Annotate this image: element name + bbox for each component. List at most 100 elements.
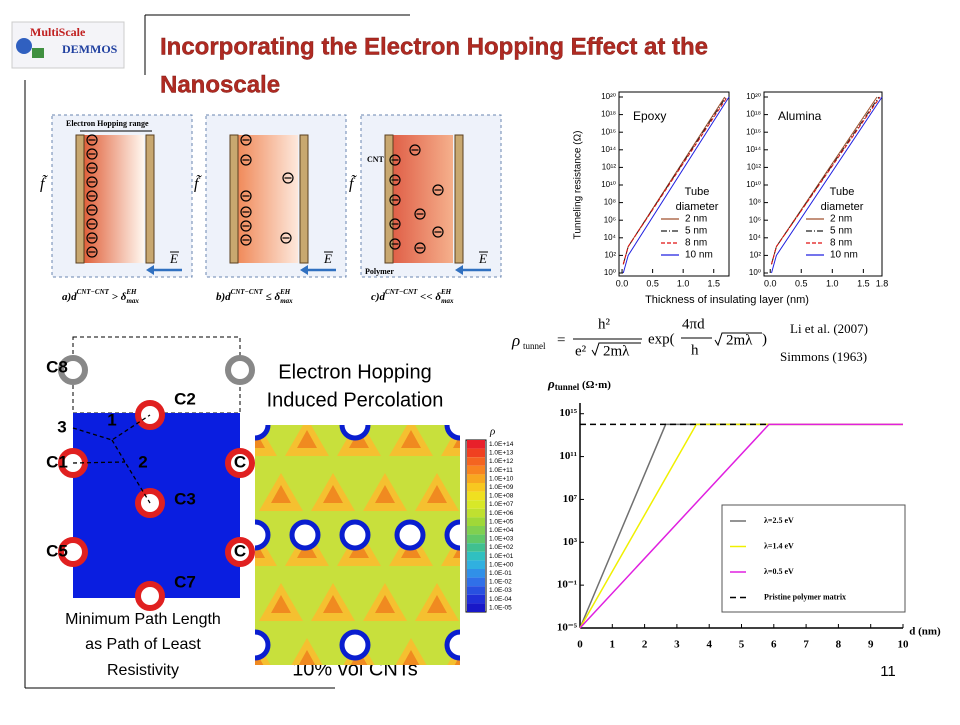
caption-part: ≤ δ (263, 291, 281, 303)
cnt-ring (58, 355, 88, 385)
plot-frame (763, 91, 883, 277)
node-label: 2 (138, 452, 147, 471)
data-line (771, 96, 881, 265)
electron (86, 246, 98, 258)
y-tick-label: 10²⁰ (746, 92, 761, 101)
cnt-ring (58, 537, 88, 567)
node-label: C2 (174, 389, 196, 408)
y-tick-label: 10² (749, 251, 761, 260)
x-tick-label: 10 (898, 639, 910, 651)
electron (389, 218, 401, 230)
data-line (622, 96, 727, 265)
contour-band (375, 595, 395, 613)
x-axis-label: d (nm) (909, 626, 941, 638)
legend-title: Tube (685, 186, 710, 198)
caption-part: CNT−CNT (77, 288, 110, 296)
caption-part: EH (440, 288, 452, 296)
x-tick-label: 7 (803, 639, 809, 651)
y-tick-label: 10¹⁸ (746, 110, 761, 119)
electron (280, 232, 292, 244)
legend-label: 2 nm (685, 214, 707, 225)
data-line (771, 96, 883, 274)
formula-text: 4πd (682, 316, 705, 332)
node-label: 1 (107, 410, 116, 429)
cnt-ring (444, 425, 460, 441)
field-arrow (146, 265, 154, 275)
x-tick-label: 1.8 (876, 278, 889, 288)
electrode (145, 134, 155, 264)
reference: Li et al. (2007) (790, 321, 868, 336)
field-label: f̃ (40, 174, 48, 192)
contour-band (453, 435, 460, 448)
colorbar-cell (467, 543, 485, 552)
y-tick-label: 10²⁰ (601, 92, 616, 101)
legend-label: 2 nm (830, 214, 852, 225)
y-tick-label: 10⁷ (563, 493, 578, 505)
colorbar-label: 1.0E-02 (489, 579, 512, 586)
electron (389, 154, 401, 166)
diagram-caption: b)dCNT−CNT ≤ δEH max (216, 288, 293, 305)
legend-label: λ=2.5 eV (764, 516, 794, 525)
y-axis-label-part: ρ (547, 376, 555, 391)
radical (591, 342, 641, 357)
legend-label: 5 nm (830, 226, 852, 237)
cnt-ring (255, 629, 271, 661)
slide-title: Nanoscale (160, 71, 280, 98)
electron (240, 234, 252, 246)
colorbar-label: 1.0E+09 (489, 484, 514, 491)
plot-frame (618, 91, 730, 277)
logo-icon (16, 38, 32, 54)
logo: MultiScale DEMMOS (11, 21, 125, 69)
field-label: E (478, 251, 487, 266)
colorbar-label: 1.0E+06 (489, 510, 514, 517)
contour-band (453, 545, 460, 558)
colorbar-cell (467, 551, 485, 561)
contour-title: Electron Hopping (278, 361, 431, 383)
colorbar-cell (467, 500, 485, 509)
colorbar-cell (467, 448, 485, 458)
electrode (229, 134, 239, 264)
formula-text: e² (575, 343, 587, 359)
colorbar-cell (467, 508, 485, 518)
colorbar-label: 1.0E-04 (489, 596, 512, 603)
x-tick-label: 2 (642, 639, 648, 651)
formula-text: 2mλ (603, 343, 630, 359)
contour-band (271, 595, 291, 613)
x-tick-label: 0.5 (795, 278, 808, 288)
x-tick-label: 1.0 (826, 278, 839, 288)
colorbar-cell (467, 440, 485, 449)
electrode (384, 134, 394, 264)
legend-label: 8 nm (830, 238, 852, 249)
electron (86, 232, 98, 244)
legend-title: diameter (676, 201, 719, 213)
electron (389, 238, 401, 250)
caption-part: EH (279, 288, 291, 296)
contour-band (402, 650, 420, 665)
reference: Simmons (1963) (780, 349, 867, 364)
y-tick-label: 10¹⁰ (601, 180, 616, 189)
cnt-ring (289, 519, 321, 551)
electron (240, 154, 252, 166)
node-label: C (234, 452, 246, 471)
x-tick-label: 0.0 (764, 278, 777, 288)
colorbar-cell (467, 465, 485, 475)
x-tick-label: 0.0 (616, 278, 629, 288)
colorbar-label: 1.0E+04 (489, 527, 514, 534)
colorbar-label: 1.0E-03 (489, 587, 512, 594)
colorbar-cell (467, 577, 485, 587)
colorbar-title: ρ (489, 426, 495, 438)
legend-label: λ=0.5 eV (764, 567, 794, 576)
cnt-label: CNT (367, 155, 385, 164)
charge-region (238, 135, 298, 263)
electron (282, 172, 294, 184)
formula-text: ρ (511, 331, 520, 350)
electron (240, 220, 252, 232)
electron (414, 242, 426, 254)
cnt-ring (225, 537, 255, 567)
electron (432, 184, 444, 196)
y-tick-label: 10⁶ (749, 215, 761, 224)
diagram-caption: c)dCNT−CNT << δEH max (371, 288, 454, 305)
page-number: 11 (880, 663, 896, 680)
cnt-ring (339, 519, 371, 551)
